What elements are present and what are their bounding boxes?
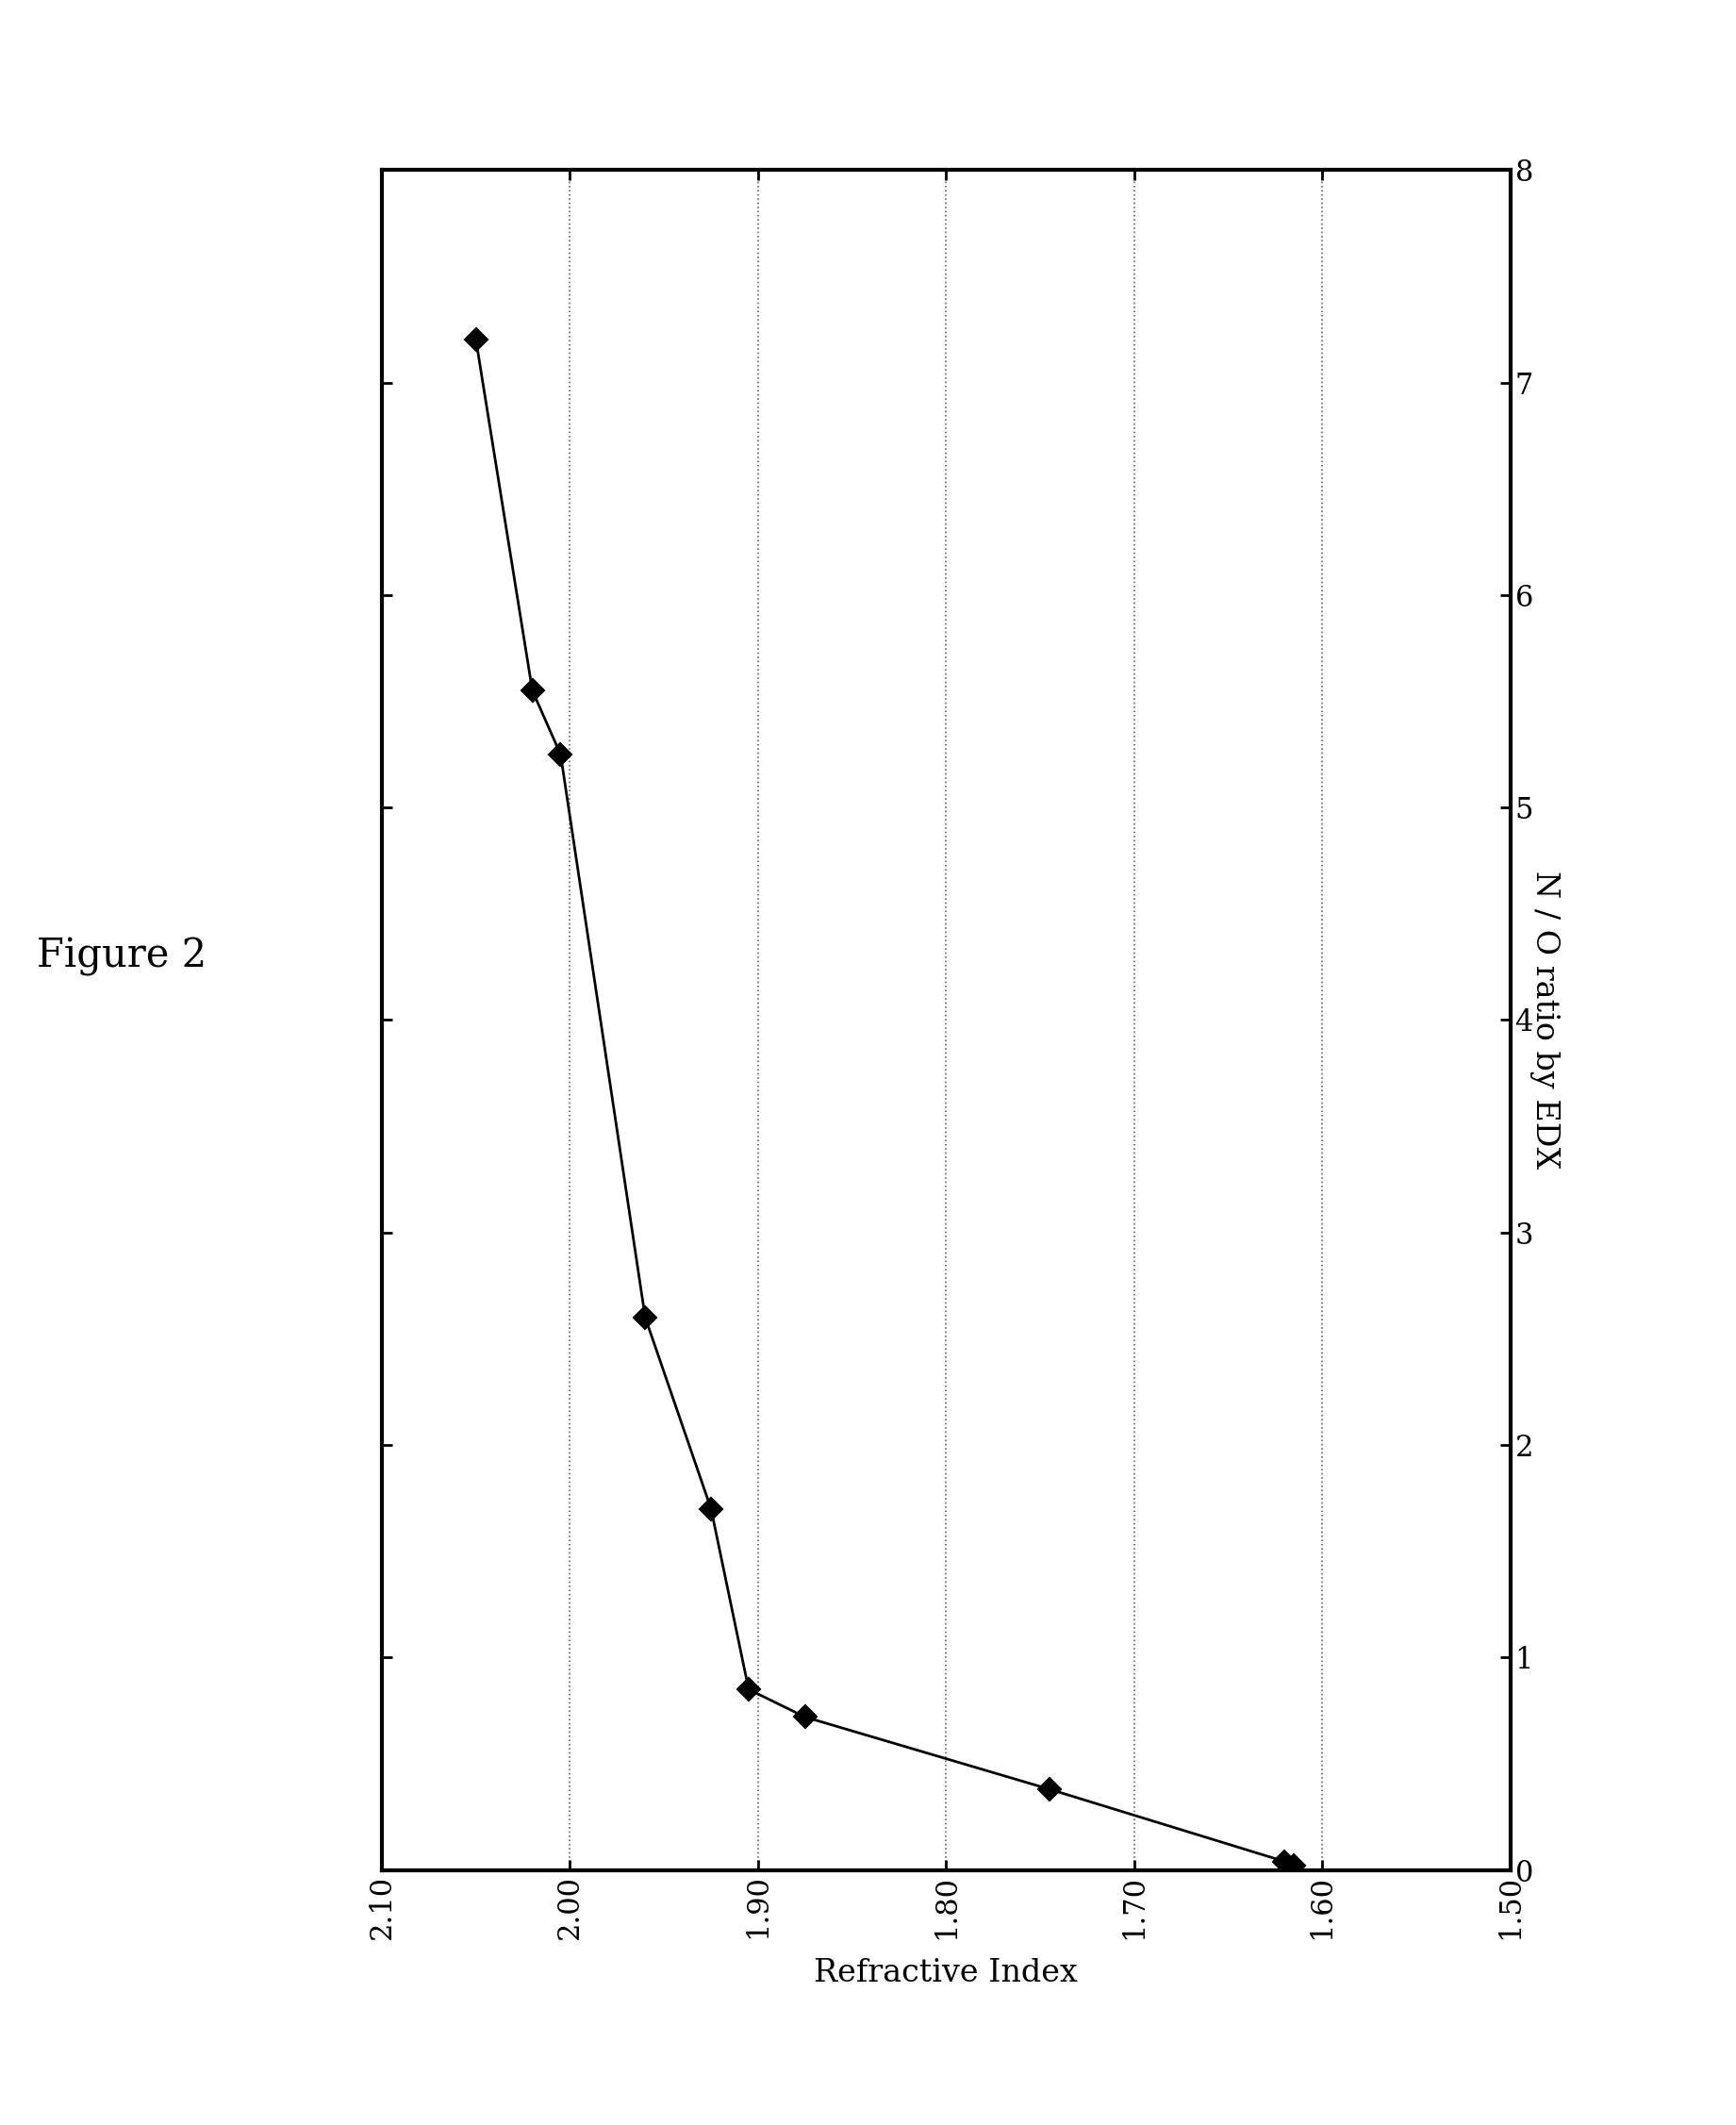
Text: Figure 2: Figure 2 bbox=[36, 937, 207, 975]
X-axis label: Refractive Index: Refractive Index bbox=[814, 1959, 1078, 1989]
Y-axis label: N / O ratio by EDX: N / O ratio by EDX bbox=[1529, 871, 1559, 1169]
